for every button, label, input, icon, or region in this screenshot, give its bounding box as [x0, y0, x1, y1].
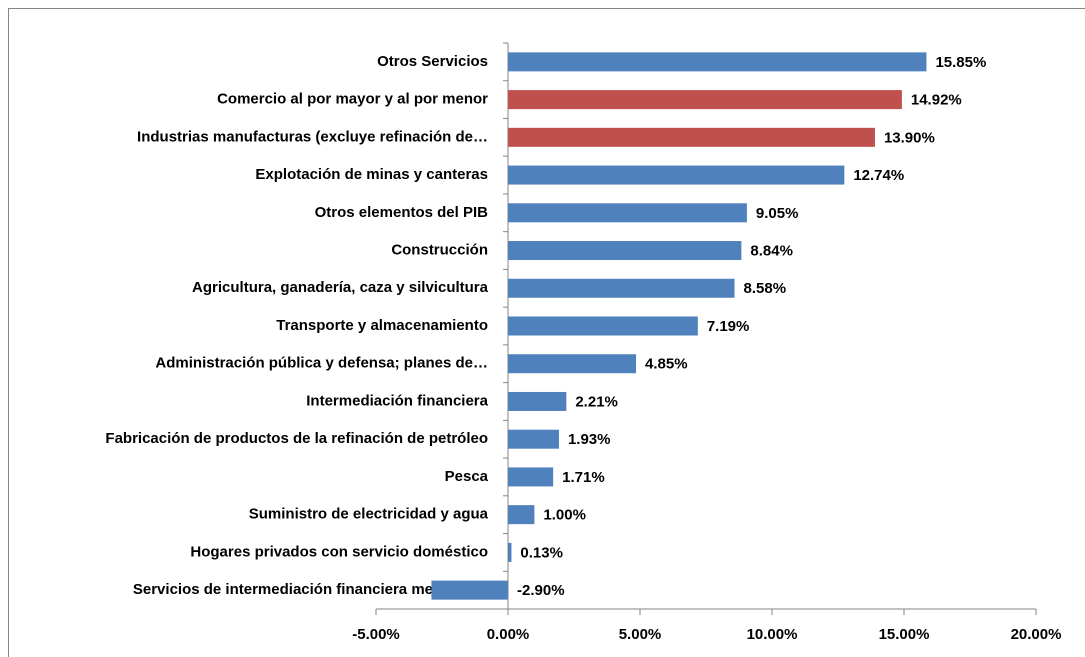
bar	[508, 429, 559, 449]
y-tick-label: Agricultura, ganadería, caza y silvicult…	[192, 279, 489, 296]
value-label: 1.00%	[543, 507, 586, 524]
value-label: 13.90%	[884, 129, 935, 146]
value-label: 9.05%	[756, 205, 799, 222]
bar	[508, 391, 567, 411]
y-tick-label: Transporte y almacenamiento	[276, 317, 488, 334]
x-tick-label: 0.00%	[487, 626, 530, 643]
x-tick-label: -5.00%	[352, 626, 400, 643]
y-tick-label: Suministro de electricidad y agua	[249, 506, 489, 523]
y-tick-label: Pesca	[445, 468, 489, 485]
y-tick-label: Construcción	[391, 242, 488, 259]
bar	[508, 467, 554, 487]
y-tick-label: Otros elementos del PIB	[315, 204, 489, 221]
y-tick-label: Explotación de minas y canteras	[255, 166, 488, 183]
bar	[508, 90, 902, 110]
value-label: -2.90%	[517, 582, 565, 599]
y-tick-label: Administración pública y defensa; planes…	[155, 355, 488, 372]
bar	[508, 203, 747, 223]
y-tick-label: Industrias manufacturas (excluye refinac…	[137, 128, 488, 145]
bar	[431, 580, 508, 600]
x-tick-label: 20.00%	[1011, 626, 1062, 643]
value-label: 7.19%	[707, 318, 750, 335]
y-tick-label: Servicios de intermediación financiera m…	[133, 581, 488, 598]
bar	[508, 278, 735, 298]
bar	[508, 52, 927, 72]
value-label: 12.74%	[853, 167, 904, 184]
y-tick-label: Fabricación de productos de la refinació…	[105, 430, 488, 447]
value-label: 8.58%	[744, 280, 787, 297]
chart-frame	[8, 8, 1085, 657]
x-tick-label: 10.00%	[747, 626, 798, 643]
bar	[508, 127, 875, 147]
value-label: 2.21%	[575, 393, 618, 410]
value-label: 14.92%	[911, 92, 962, 109]
value-label: 1.71%	[562, 469, 605, 486]
x-tick-label: 5.00%	[619, 626, 662, 643]
x-tick-label: 15.00%	[879, 626, 930, 643]
y-tick-label: Comercio al por mayor y al por menor	[217, 91, 488, 108]
bar	[508, 165, 845, 185]
bar	[508, 316, 698, 336]
y-tick-label: Otros Servicios	[377, 53, 488, 70]
bar	[508, 542, 512, 562]
value-label: 8.84%	[750, 243, 793, 260]
y-tick-label: Intermediación financiera	[306, 392, 488, 409]
value-label: 1.93%	[568, 431, 611, 448]
y-tick-label: Hogares privados con servicio doméstico	[190, 543, 488, 560]
bar	[508, 354, 637, 374]
value-label: 0.13%	[520, 544, 563, 561]
bar	[508, 241, 742, 261]
bar	[508, 505, 535, 525]
value-label: 4.85%	[645, 356, 688, 373]
value-label: 15.85%	[935, 54, 986, 71]
